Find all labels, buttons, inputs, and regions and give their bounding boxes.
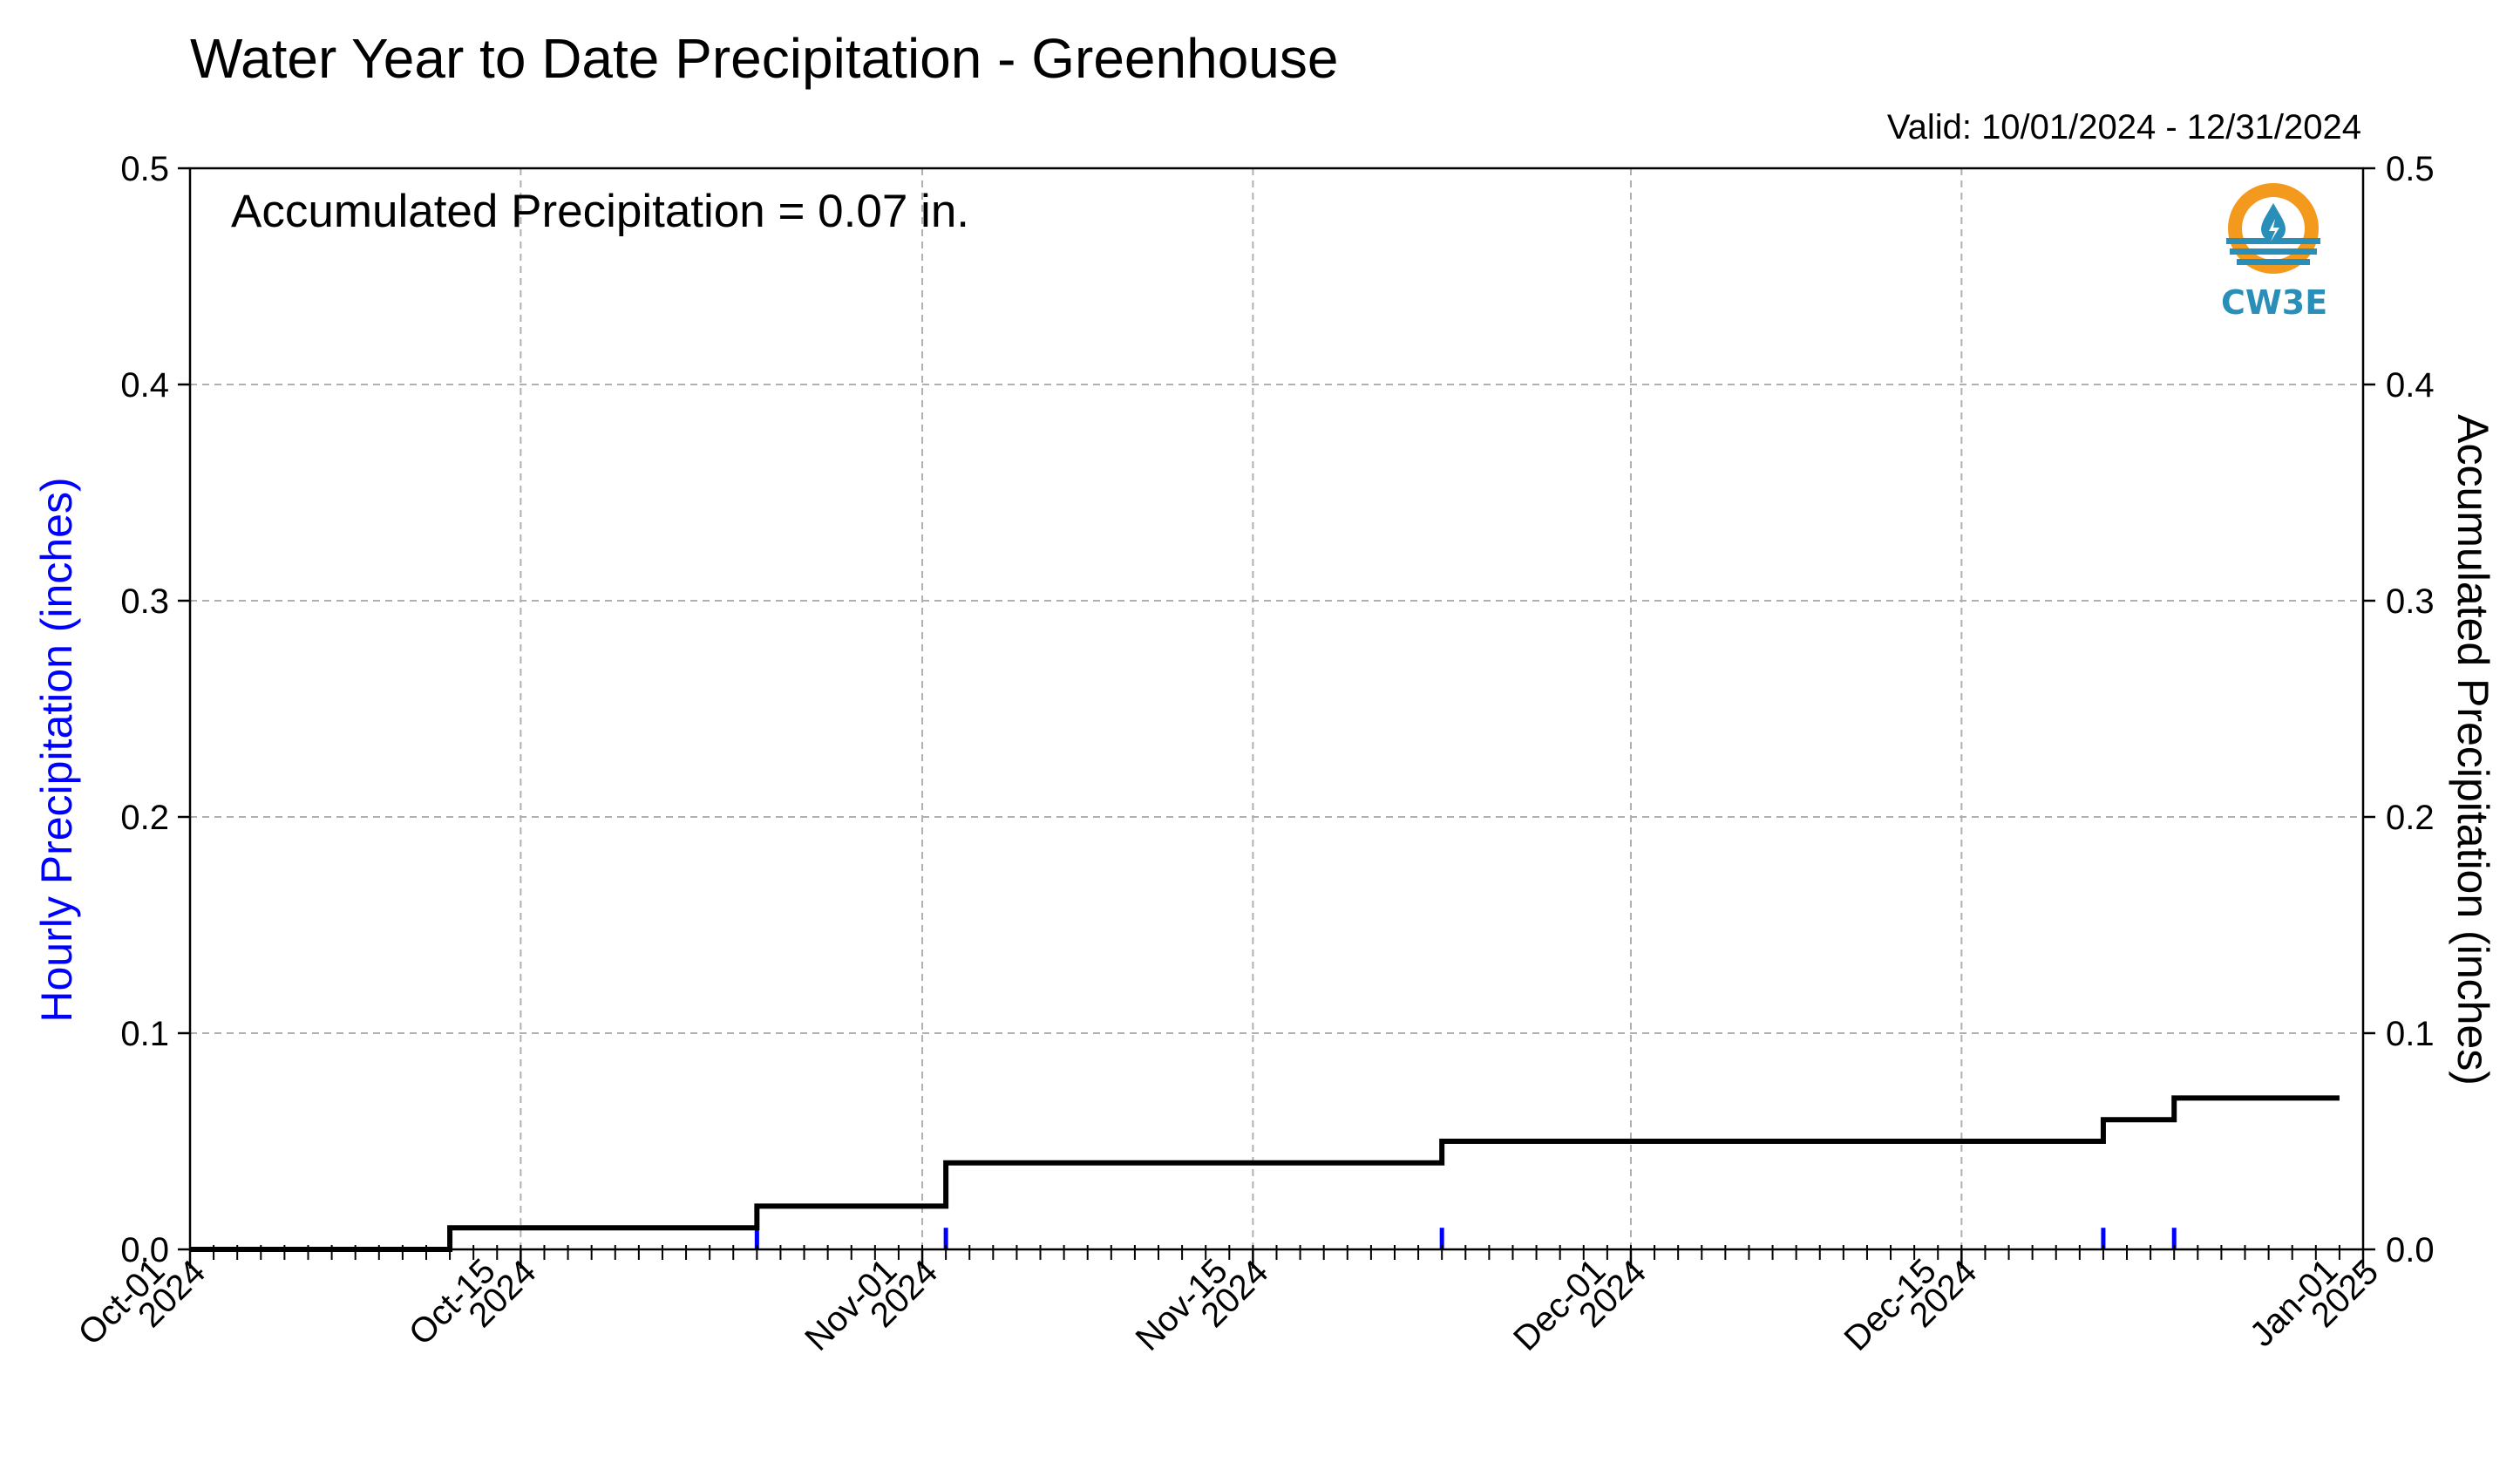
- valid-date-range: Valid: 10/01/2024 - 12/31/2024: [1886, 108, 2361, 146]
- grid-lines: [190, 168, 2363, 1249]
- y-axis-right-label: Accumulated Precipitation (inches): [2449, 414, 2497, 1085]
- y-right-tick-label: 0.4: [2386, 366, 2435, 405]
- y-right-tick-label: 0.5: [2386, 150, 2435, 188]
- chart-title: Water Year to Date Precipitation - Green…: [190, 27, 1339, 90]
- accumulated-annotation: Accumulated Precipitation = 0.07 in.: [231, 186, 970, 237]
- y-left-tick-label: 0.5: [120, 150, 169, 188]
- accumulated-line-layer: [190, 1095, 2340, 1252]
- cw3e-logo-icon: [2226, 183, 2320, 274]
- y-left-tick-label: 0.0: [120, 1231, 169, 1269]
- y-axis-left-label: Hourly Precipitation (inches): [32, 477, 81, 1023]
- hourly-precip-bars: [447, 1228, 2177, 1249]
- plot-frame: [188, 167, 2365, 1251]
- y-left-tick-label: 0.2: [120, 799, 169, 837]
- y-left-tick-label: 0.4: [120, 366, 169, 405]
- accumulated-precip-line: [190, 1095, 2340, 1252]
- cw3e-logo: CW3E: [2221, 180, 2328, 322]
- y-right-tick-label: 0.3: [2386, 582, 2435, 621]
- y-right-tick-label: 0.2: [2386, 799, 2435, 837]
- y-right-tick-label: 0.1: [2386, 1015, 2435, 1053]
- y-left-tick-label: 0.3: [120, 582, 169, 621]
- y-left-tick-label: 0.1: [120, 1015, 169, 1053]
- y-right-tick-label: 0.0: [2386, 1231, 2435, 1269]
- cw3e-logo-text: CW3E: [2221, 283, 2328, 322]
